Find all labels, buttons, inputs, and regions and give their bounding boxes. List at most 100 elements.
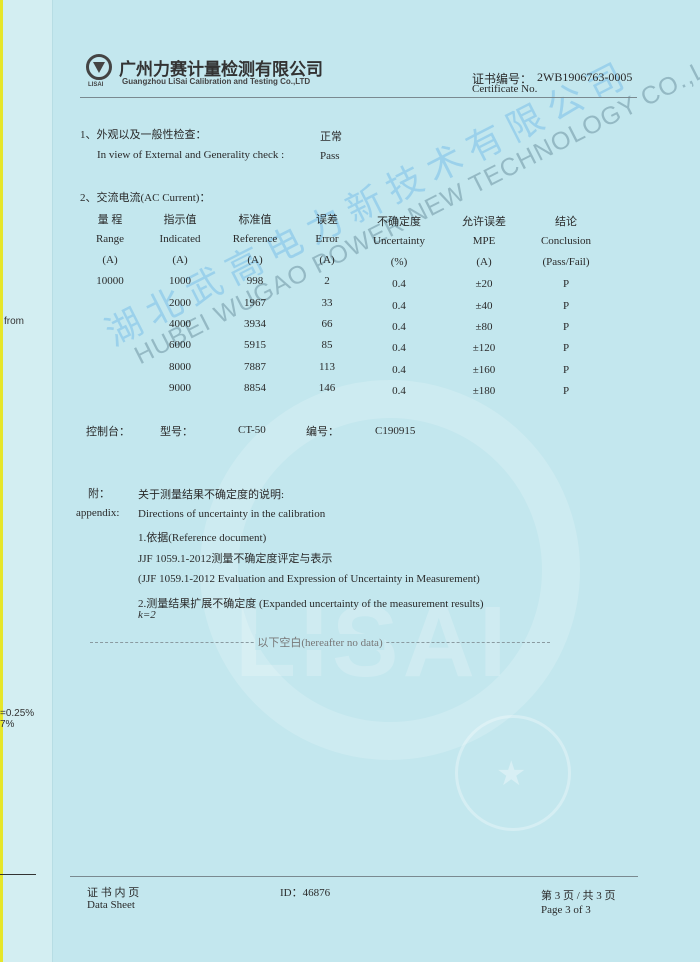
column-header-cn: 指示值 [163, 214, 197, 226]
company-name-en: Guangzhou LiSai Calibration and Testing … [122, 77, 311, 86]
table-cell: P [562, 342, 570, 354]
table-cell: 6000 [169, 339, 191, 351]
column-header-en: MPE [472, 235, 496, 247]
table-cell: ±80 [475, 321, 493, 333]
column-header-cn: 标准值 [238, 214, 272, 226]
column-header-unit: (A) [247, 254, 263, 266]
column-header-en: Reference [232, 233, 278, 245]
serial-label: 编号： [306, 426, 339, 438]
appendix-label-cn: 附： [88, 488, 110, 500]
background-logo-watermark [200, 380, 580, 760]
table-cell: 33 [321, 297, 333, 309]
table-cell: 0.4 [392, 300, 406, 312]
column-header-en: Range [95, 233, 125, 245]
footer-id: ID：46876 [280, 887, 331, 899]
appendix-line-3: (JJF 1059.1-2012 Evaluation and Expressi… [138, 573, 480, 585]
strip-text-from: from [4, 316, 24, 327]
header-divider [80, 97, 637, 98]
company-name-cn: 广州力赛计量检测有限公司 [119, 60, 323, 79]
column-header-cn: 允许误差 [462, 216, 506, 228]
section1-result-cn: 正常 [320, 131, 342, 143]
appendix-label-en: appendix: [76, 507, 120, 519]
table-cell: ±120 [472, 342, 496, 354]
section1-result-en: Pass [320, 150, 340, 162]
section1-title-en: In view of External and Generality check… [97, 149, 285, 161]
table-cell: P [562, 385, 570, 397]
table-cell: 2000 [169, 297, 191, 309]
certificate-label-en: Certificate No. [472, 83, 538, 95]
footer-divider [70, 876, 638, 877]
footer-sheet-cn: 证 书 内 页 [87, 887, 140, 899]
table-cell: 4000 [169, 318, 191, 330]
table-cell: ±180 [472, 385, 496, 397]
table-cell: 8854 [244, 382, 266, 394]
appendix-k-value: k=2 [138, 609, 156, 621]
column-header-en: Indicated [159, 233, 201, 245]
footer-page-cn: 第 3 页 / 共 3 页 [541, 890, 616, 902]
table-cell: 3934 [244, 318, 266, 330]
section1-title-cn: 1、外观以及一般性检查： [80, 129, 207, 141]
table-cell: 0.4 [392, 385, 406, 397]
column-header-cn: 误差 [316, 214, 338, 226]
table-cell: 146 [318, 382, 336, 394]
end-marker: 以下空白(hereafter no data) [255, 634, 385, 650]
console-label: 控制台： [86, 426, 130, 438]
table-cell: 0.4 [392, 342, 406, 354]
column-header-unit: (Pass/Fail) [542, 256, 590, 268]
logo-text: LISAI [88, 82, 104, 88]
table-cell: 0.4 [392, 321, 406, 333]
strip-text-2: 7% [0, 719, 15, 730]
column-header-cn: 结论 [555, 216, 577, 228]
footer-sheet-en: Data Sheet [87, 899, 135, 911]
table-cell: P [562, 300, 570, 312]
table-cell: 113 [318, 361, 336, 373]
table-cell: 0.4 [392, 278, 406, 290]
table-cell: 66 [321, 318, 333, 330]
table-cell: 1000 [169, 275, 191, 287]
certificate-label-cn: 证书编号： [472, 72, 533, 86]
table-cell: ±160 [472, 364, 496, 376]
footer-page-en: Page 3 of 3 [541, 904, 591, 916]
model-value: CT-50 [238, 424, 266, 436]
appendix-line-2: JJF 1059.1-2012测量不确定度评定与表示 [138, 553, 333, 565]
column-header-unit: (A) [102, 254, 118, 266]
column-header-en: Error [315, 233, 339, 245]
appendix-title-cn: 关于测量结果不确定度的说明: [138, 489, 285, 501]
table-cell: 5915 [244, 339, 266, 351]
star-icon: ★ [496, 756, 527, 793]
table-cell: P [562, 364, 570, 376]
table-cell: 998 [246, 275, 264, 287]
table-cell: 10000 [96, 275, 124, 287]
table-cell: 1967 [244, 297, 266, 309]
strip-text-1: =0.25% [0, 708, 35, 719]
table-cell: P [562, 278, 570, 290]
page-edge [0, 0, 3, 962]
previous-page-strip [0, 0, 53, 962]
column-header-unit: (A) [319, 254, 335, 266]
appendix-line-4: 2.测量结果扩展不确定度 (Expanded uncertainty of th… [138, 598, 484, 610]
table-cell: ±40 [475, 300, 493, 312]
serial-value: C190915 [375, 425, 416, 437]
table-cell: 9000 [169, 382, 191, 394]
column-header-en: Conclusion [540, 235, 592, 247]
column-header-en: Uncertainty [373, 235, 425, 247]
table-cell: 2 [324, 275, 330, 287]
table-cell: ±20 [475, 278, 493, 290]
table-cell: 85 [321, 339, 333, 351]
seal-stamp: ★ [455, 715, 571, 831]
column-header-cn: 量 程 [97, 214, 123, 226]
company-logo-icon [86, 54, 112, 80]
table-cell: 0.4 [392, 364, 406, 376]
column-header-unit: (A) [476, 256, 492, 268]
table-cell: P [562, 321, 570, 333]
appendix-title-en: Directions of uncertainty in the calibra… [138, 508, 326, 520]
column-header-unit: (%) [390, 256, 408, 268]
certificate-number: 2WB1906763-0005 [537, 70, 633, 84]
table-cell: 7887 [244, 361, 266, 373]
model-label: 型号： [160, 426, 193, 438]
strip-line [0, 874, 36, 875]
column-header-cn: 不确定度 [377, 216, 421, 228]
table-cell: 8000 [169, 361, 191, 373]
section2-title: 2、交流电流(AC Current)： [80, 192, 211, 204]
column-header-unit: (A) [172, 254, 188, 266]
